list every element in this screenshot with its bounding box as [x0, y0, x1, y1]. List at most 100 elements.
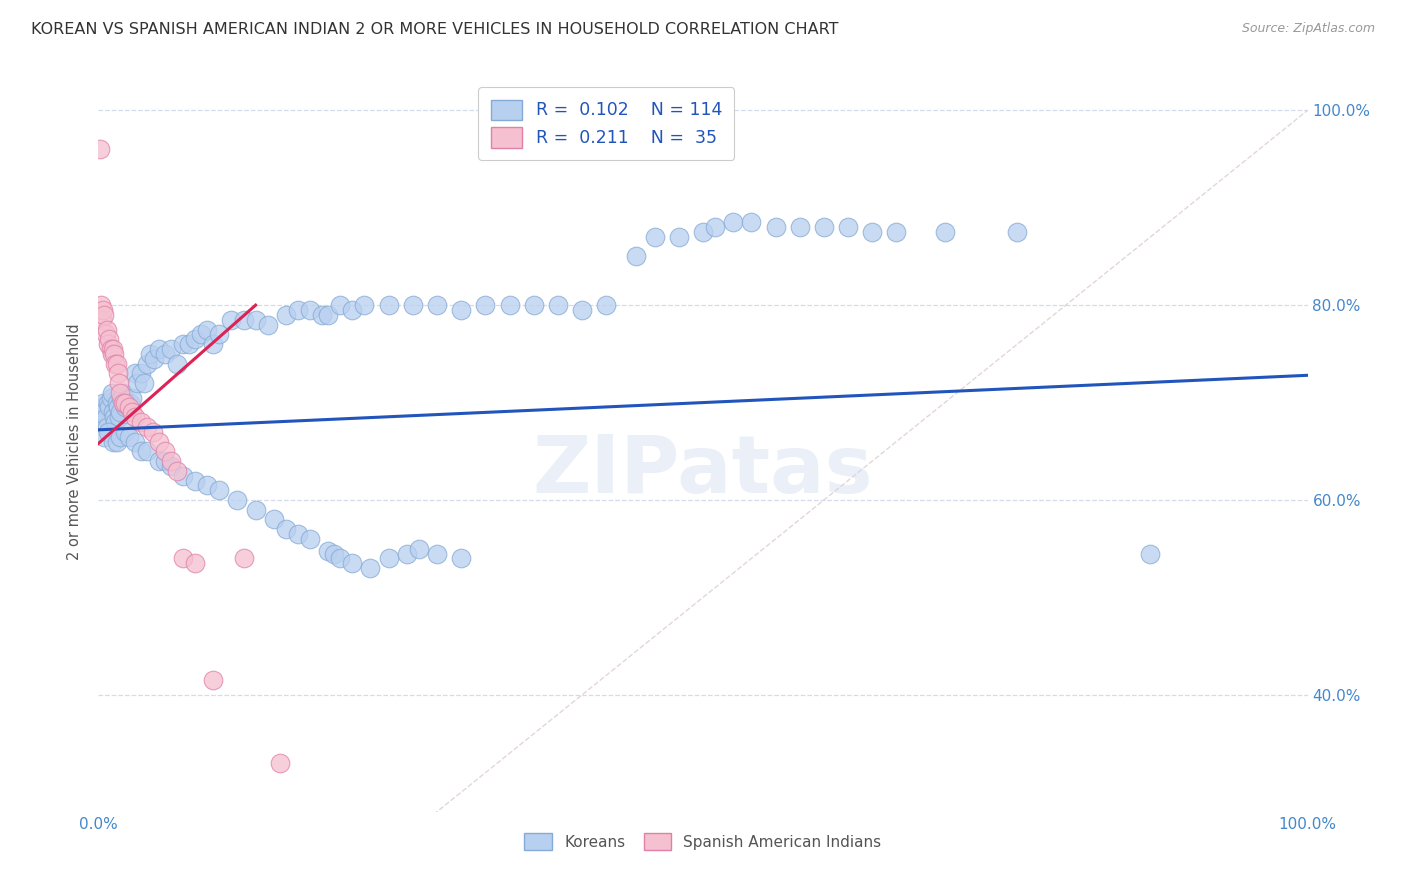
- Point: [101, 434, 124, 449]
- Point: [111, 395, 134, 409]
- Point: [97, 425, 120, 439]
- Point: [97, 395, 120, 409]
- Point: [91, 401, 114, 415]
- Point: [595, 298, 617, 312]
- Point: [789, 220, 811, 235]
- Point: [118, 430, 141, 444]
- Point: [263, 512, 285, 526]
- Point: [96, 322, 118, 336]
- Point: [121, 391, 143, 405]
- Point: [245, 312, 267, 326]
- Point: [100, 385, 122, 400]
- Legend: Koreans, Spanish American Indians: Koreans, Spanish American Indians: [516, 823, 890, 860]
- Point: [934, 225, 956, 239]
- Point: [287, 527, 309, 541]
- Point: [1007, 225, 1029, 239]
- Point: [377, 298, 399, 312]
- Text: KOREAN VS SPANISH AMERICAN INDIAN 2 OR MORE VEHICLES IN HOUSEHOLD CORRELATION CH: KOREAN VS SPANISH AMERICAN INDIAN 2 OR M…: [31, 22, 838, 37]
- Point: [740, 215, 762, 229]
- Point: [523, 298, 546, 312]
- Point: [135, 420, 157, 434]
- Point: [1139, 547, 1161, 561]
- Point: [108, 376, 131, 390]
- Point: [129, 444, 152, 458]
- Point: [474, 298, 496, 312]
- Point: [135, 357, 157, 371]
- Point: [93, 308, 115, 322]
- Point: [105, 434, 128, 449]
- Point: [98, 401, 121, 415]
- Point: [114, 401, 136, 415]
- Point: [153, 347, 176, 361]
- Point: [139, 347, 162, 361]
- Point: [179, 337, 201, 351]
- Point: [101, 342, 124, 356]
- Point: [644, 230, 666, 244]
- Point: [103, 410, 125, 425]
- Point: [91, 312, 114, 326]
- Point: [329, 298, 352, 312]
- Point: [129, 367, 152, 381]
- Point: [134, 376, 156, 390]
- Point: [153, 454, 176, 468]
- Point: [626, 250, 648, 264]
- Point: [98, 332, 121, 346]
- Point: [547, 298, 569, 312]
- Point: [402, 298, 425, 312]
- Point: [148, 342, 170, 356]
- Point: [166, 357, 188, 371]
- Point: [860, 225, 883, 239]
- Point: [114, 395, 136, 409]
- Y-axis label: 2 or more Vehicles in Household: 2 or more Vehicles in Household: [67, 323, 83, 560]
- Point: [127, 376, 149, 390]
- Point: [90, 415, 112, 429]
- Text: ZIPatas: ZIPatas: [533, 432, 873, 510]
- Point: [100, 342, 122, 356]
- Point: [360, 561, 382, 575]
- Point: [274, 308, 297, 322]
- Point: [765, 220, 787, 235]
- Point: [118, 401, 141, 415]
- Point: [323, 547, 346, 561]
- Point: [124, 367, 146, 381]
- Point: [342, 557, 364, 571]
- Point: [100, 391, 122, 405]
- Point: [121, 405, 143, 419]
- Point: [668, 230, 690, 244]
- Point: [166, 464, 188, 478]
- Point: [124, 434, 146, 449]
- Point: [311, 308, 333, 322]
- Point: [172, 468, 194, 483]
- Point: [408, 541, 430, 556]
- Point: [498, 298, 520, 312]
- Point: [101, 405, 124, 419]
- Point: [704, 220, 727, 235]
- Point: [108, 430, 131, 444]
- Point: [256, 318, 278, 332]
- Point: [450, 551, 472, 566]
- Point: [97, 337, 120, 351]
- Point: [108, 405, 131, 419]
- Point: [692, 225, 714, 239]
- Point: [135, 444, 157, 458]
- Point: [94, 327, 117, 342]
- Point: [269, 756, 291, 770]
- Point: [108, 385, 131, 400]
- Point: [160, 454, 183, 468]
- Point: [723, 215, 745, 229]
- Point: [172, 337, 194, 351]
- Point: [184, 557, 207, 571]
- Point: [274, 522, 297, 536]
- Point: [111, 385, 134, 400]
- Point: [202, 673, 225, 688]
- Point: [184, 332, 207, 346]
- Point: [91, 395, 114, 409]
- Point: [395, 547, 418, 561]
- Point: [148, 454, 170, 468]
- Point: [118, 395, 141, 409]
- Point: [93, 405, 115, 419]
- Point: [299, 532, 322, 546]
- Point: [89, 142, 111, 156]
- Point: [377, 551, 399, 566]
- Point: [837, 220, 859, 235]
